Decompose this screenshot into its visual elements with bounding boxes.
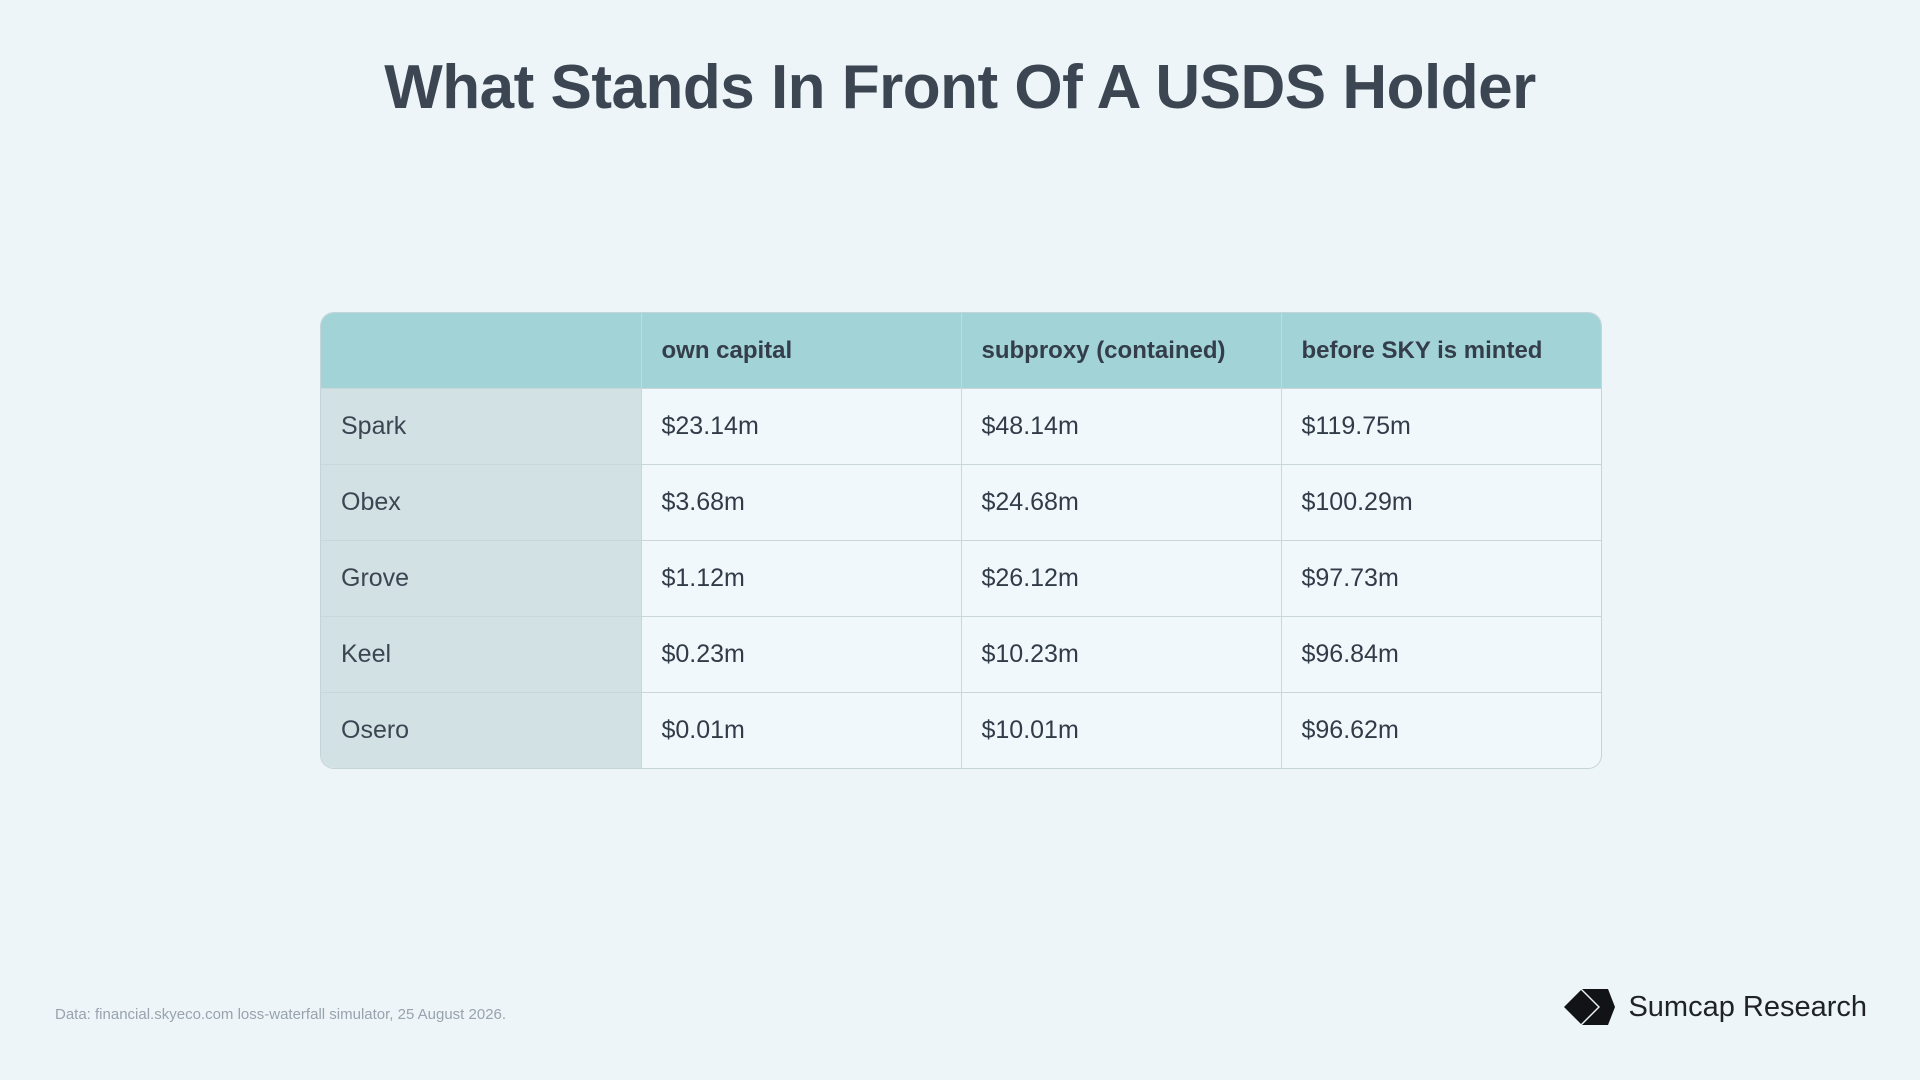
table-cell: $0.23m — [641, 616, 962, 693]
table-cell: $23.14m — [641, 388, 962, 465]
table-cell: $119.75m — [1281, 388, 1601, 465]
row-label: Obex — [321, 464, 642, 541]
table-cell: $3.68m — [641, 464, 962, 541]
table-cell: $97.73m — [1281, 540, 1601, 617]
table-row: Grove $1.12m $26.12m $97.73m — [321, 540, 1601, 617]
sumcap-logo-icon — [1564, 988, 1616, 1026]
table-row: Osero $0.01m $10.01m $96.62m — [321, 692, 1601, 768]
table-cell: $1.12m — [641, 540, 962, 617]
column-header: subproxy (contained) — [961, 313, 1282, 389]
table-row: Obex $3.68m $24.68m $100.29m — [321, 464, 1601, 541]
row-label: Spark — [321, 388, 642, 465]
table-cell: $24.68m — [961, 464, 1282, 541]
row-label: Keel — [321, 616, 642, 693]
brand-logo: Sumcap Research — [1564, 987, 1867, 1027]
brand-name: Sumcap Research — [1628, 990, 1867, 1023]
column-header: before SKY is minted — [1281, 313, 1601, 389]
table-cell: $96.84m — [1281, 616, 1601, 693]
chart-title: What Stands In Front Of A USDS Holder — [384, 53, 1536, 122]
row-label: Grove — [321, 540, 642, 617]
table-header-row: own capital subproxy (contained) before … — [321, 313, 1601, 389]
table-cell: $96.62m — [1301, 716, 1399, 744]
row-label: Osero — [321, 692, 642, 768]
column-header — [321, 313, 642, 389]
table-cell: $10.23m — [961, 616, 1282, 693]
source-footnote: Data: financial.skyeco.com loss-waterfal… — [55, 1006, 507, 1023]
table-row: Keel $0.23m $10.23m $96.84m — [321, 616, 1601, 693]
column-header: own capital — [641, 313, 962, 389]
table-cell: $0.01m — [641, 692, 962, 768]
table-cell: $26.12m — [961, 540, 1282, 617]
table-cell: $100.29m — [1281, 464, 1601, 541]
data-table: own capital subproxy (contained) before … — [320, 312, 1602, 769]
table-row: Spark $23.14m $48.14m $119.75m — [321, 388, 1601, 465]
table-cell: $48.14m — [961, 388, 1282, 465]
table-cell: $10.01m — [961, 692, 1282, 768]
